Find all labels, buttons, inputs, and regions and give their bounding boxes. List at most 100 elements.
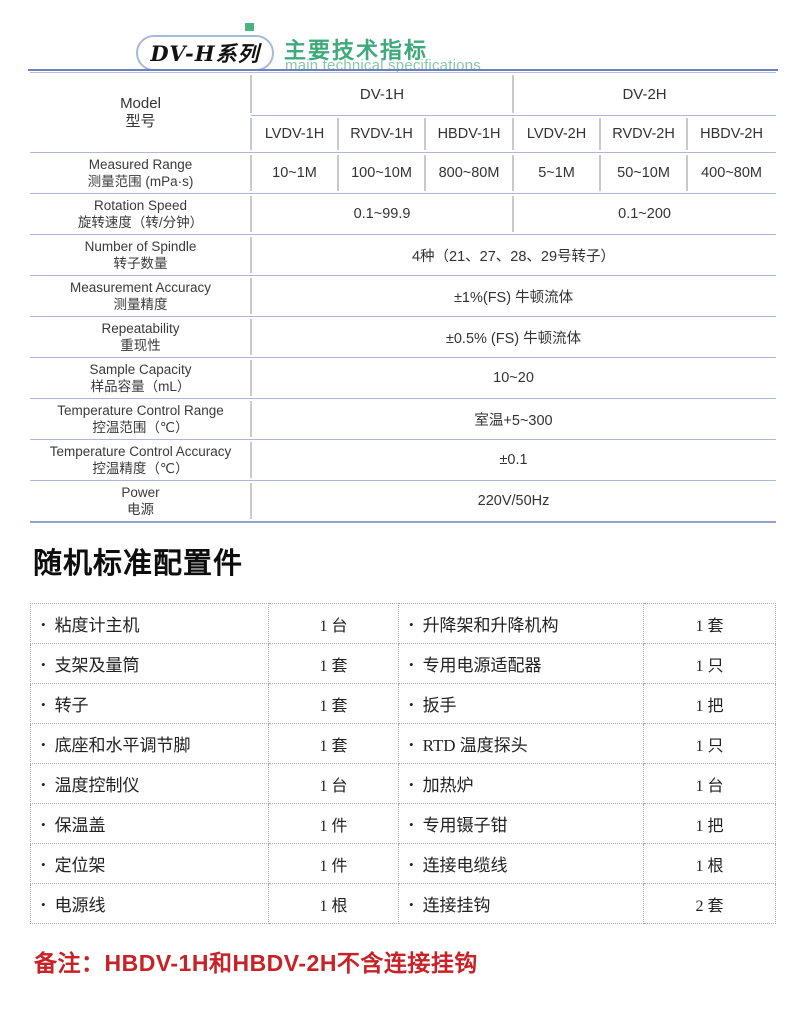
spec-row-label: Temperature Control Accuracy 控温精度（℃） bbox=[30, 439, 251, 481]
spec-row-label: Power 电源 bbox=[30, 480, 251, 523]
spec-table: Model 型号 DV-1H DV-2H LVDV-1H RVDV-1H HBD… bbox=[30, 72, 777, 523]
accessory-qty: 1 只 bbox=[643, 643, 776, 684]
spec-cell: 0.1~99.9 bbox=[249, 193, 514, 235]
spec-row-label: Rotation Speed 旋转速度（转/分钟） bbox=[30, 193, 251, 235]
accessory-name: • 升降架和升降机构 bbox=[398, 603, 644, 644]
accessory-name: • 扳手 bbox=[398, 683, 644, 724]
bullet-icon: • bbox=[409, 657, 414, 672]
accessory-row: • 转子 1 套 • 扳手 1 把 bbox=[30, 683, 776, 724]
accessory-qty: 1 件 bbox=[268, 803, 399, 844]
accessory-name: • 温度控制仪 bbox=[30, 763, 269, 804]
bullet-icon: • bbox=[41, 777, 46, 792]
spec-row-label: Measurement Accuracy 测量精度 bbox=[30, 275, 251, 317]
model-label-en: Model bbox=[120, 94, 161, 112]
green-square-icon bbox=[245, 23, 254, 31]
spec-cell: ±1%(FS) 牛顿流体 bbox=[249, 275, 777, 317]
model-header-cell: Model 型号 bbox=[30, 72, 251, 153]
accessory-name: • 电源线 bbox=[30, 883, 269, 924]
accessory-name: • 加热炉 bbox=[398, 763, 644, 804]
accessory-qty: 1 套 bbox=[268, 723, 399, 764]
model-header: HBDV-2H bbox=[686, 115, 777, 153]
spec-cell: 室温+5~300 bbox=[249, 398, 777, 440]
bullet-icon: • bbox=[41, 697, 46, 712]
page-title: 主要技术指标 bbox=[284, 38, 429, 63]
spec-model-header-row: LVDV-1H RVDV-1H HBDV-1H LVDV-2H RVDV-2H … bbox=[30, 115, 777, 153]
model-header: HBDV-1H bbox=[423, 115, 514, 153]
accessory-qty: 1 根 bbox=[268, 883, 399, 924]
accessory-name: • RTD 温度探头 bbox=[398, 723, 644, 764]
accessory-row: • 保温盖 1 件 • 专用镊子钳 1 把 bbox=[30, 803, 776, 844]
accessory-qty: 1 套 bbox=[643, 603, 776, 644]
bullet-icon: • bbox=[41, 657, 46, 672]
bullet-icon: • bbox=[41, 617, 46, 632]
spec-cell: 10~20 bbox=[249, 357, 777, 399]
model-header: RVDV-2H bbox=[599, 115, 688, 153]
bullet-icon: • bbox=[41, 737, 46, 752]
accessory-name: • 保温盖 bbox=[30, 803, 269, 844]
spec-cell: ±0.1 bbox=[249, 439, 777, 481]
spec-cell: ±0.5% (FS) 牛顿流体 bbox=[249, 316, 777, 358]
accessory-name: • 连接挂钩 bbox=[398, 883, 644, 924]
spec-row-label: Temperature Control Range 控温范围（℃） bbox=[30, 398, 251, 440]
bullet-icon: • bbox=[409, 777, 414, 792]
accessory-name: • 粘度计主机 bbox=[30, 603, 269, 644]
accessory-row: • 粘度计主机 1 台 • 升降架和升降机构 1 套 bbox=[30, 603, 776, 644]
accessory-row: • 支架及量筒 1 套 • 专用电源适配器 1 只 bbox=[30, 643, 776, 684]
bullet-icon: • bbox=[409, 897, 414, 912]
series-badge: DV-H系列 bbox=[136, 35, 274, 71]
header-rule bbox=[28, 69, 778, 71]
accessory-qty: 1 根 bbox=[643, 843, 776, 884]
bullet-icon: • bbox=[409, 697, 414, 712]
spec-cell: 4种（21、27、28、29号转子） bbox=[249, 234, 777, 276]
spec-row-temp-control-range: Temperature Control Range 控温范围（℃） 室温+5~3… bbox=[30, 398, 777, 440]
spec-row-label: Measured Range 测量范围 (mPa·s) bbox=[30, 152, 251, 194]
accessory-name: • 定位架 bbox=[30, 843, 269, 884]
accessory-name: • 专用镊子钳 bbox=[398, 803, 644, 844]
spec-cell: 50~10M bbox=[599, 152, 688, 194]
spec-cell: 800~80M bbox=[423, 152, 514, 194]
bullet-icon: • bbox=[409, 737, 414, 752]
model-header: LVDV-2H bbox=[512, 115, 601, 153]
accessory-row: • 温度控制仪 1 台 • 加热炉 1 台 bbox=[30, 763, 776, 804]
remark-note: 备注：HBDV-1H和HBDV-2H不含连接挂钩 bbox=[34, 950, 478, 976]
accessory-qty: 1 件 bbox=[268, 843, 399, 884]
bullet-icon: • bbox=[41, 817, 46, 832]
spec-row-power: Power 电源 220V/50Hz bbox=[30, 480, 777, 523]
spec-row-measured-range: Measured Range 测量范围 (mPa·s) 10~1M 100~10… bbox=[30, 152, 777, 194]
accessory-row: • 电源线 1 根 • 连接挂钩 2 套 bbox=[30, 883, 776, 924]
accessory-name: • 转子 bbox=[30, 683, 269, 724]
accessory-name: • 连接电缆线 bbox=[398, 843, 644, 884]
spec-row-label: Number of Spindle 转子数量 bbox=[30, 234, 251, 276]
spec-row-sample-capacity: Sample Capacity 样品容量（mL） 10~20 bbox=[30, 357, 777, 399]
accessory-qty: 1 台 bbox=[268, 603, 399, 644]
accessory-qty: 1 台 bbox=[268, 763, 399, 804]
accessory-qty: 1 套 bbox=[268, 683, 399, 724]
spec-cell: 0.1~200 bbox=[512, 193, 777, 235]
spec-row-rotation-speed: Rotation Speed 旋转速度（转/分钟） 0.1~99.9 0.1~2… bbox=[30, 193, 777, 235]
accessory-row: • 底座和水平调节脚 1 套 • RTD 温度探头 1 只 bbox=[30, 723, 776, 764]
spec-cell: 5~1M bbox=[512, 152, 601, 194]
spec-cell: 100~10M bbox=[337, 152, 425, 194]
spec-row-repeatability: Repeatability 重现性 ±0.5% (FS) 牛顿流体 bbox=[30, 316, 777, 358]
accessory-qty: 1 把 bbox=[643, 803, 776, 844]
accessory-name: • 支架及量筒 bbox=[30, 643, 269, 684]
accessory-qty: 1 把 bbox=[643, 683, 776, 724]
spec-cell: 10~1M bbox=[250, 152, 338, 194]
model-header: LVDV-1H bbox=[250, 115, 338, 153]
model-header: RVDV-1H bbox=[337, 115, 425, 153]
accessory-row: • 定位架 1 件 • 连接电缆线 1 根 bbox=[30, 843, 776, 884]
group-header-dv2h: DV-2H bbox=[512, 72, 777, 116]
bullet-icon: • bbox=[409, 857, 414, 872]
accessory-qty: 1 台 bbox=[643, 763, 776, 804]
bullet-icon: • bbox=[41, 857, 46, 872]
accessory-qty: 1 套 bbox=[268, 643, 399, 684]
spec-row-temp-control-accuracy: Temperature Control Accuracy 控温精度（℃） ±0.… bbox=[30, 439, 777, 481]
spec-cell: 400~80M bbox=[686, 152, 777, 194]
bullet-icon: • bbox=[409, 617, 414, 632]
accessories-table: • 粘度计主机 1 台 • 升降架和升降机构 1 套 • 支架及量筒 1 套 • 专用电… bbox=[30, 603, 776, 924]
series-badge-label: DV-H系列 bbox=[150, 41, 260, 66]
spec-row-label: Repeatability 重现性 bbox=[30, 316, 251, 358]
spec-row-label: Sample Capacity 样品容量（mL） bbox=[30, 357, 251, 399]
spec-row-measurement-accuracy: Measurement Accuracy 测量精度 ±1%(FS) 牛顿流体 bbox=[30, 275, 777, 317]
